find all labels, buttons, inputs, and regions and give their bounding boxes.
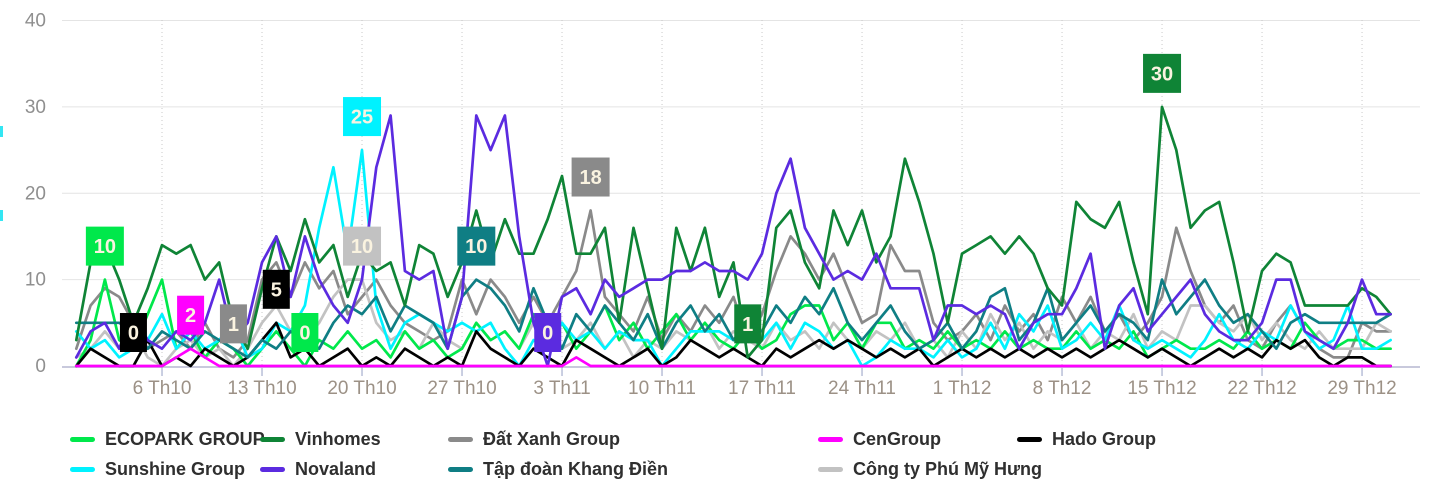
legend-label: Đất Xanh Group xyxy=(483,428,621,449)
data-label-badge xyxy=(85,226,124,266)
y-axis-tick-label: 20 xyxy=(25,183,46,204)
data-label-badge xyxy=(343,97,382,137)
x-axis-tick-label: 17 Th11 xyxy=(728,378,796,399)
x-axis-tick-label: 3 Th11 xyxy=(533,378,590,399)
data-label-badge xyxy=(119,313,147,352)
clipped-left-edge-mark xyxy=(0,210,3,221)
y-axis-tick-label: 10 xyxy=(25,270,46,291)
series-line-vinhomes[interactable] xyxy=(74,105,1392,359)
legend-item-hado-group[interactable]: Hado Group xyxy=(1017,426,1156,452)
legend-label: Tập đoàn Khang Điền xyxy=(483,458,669,479)
legend-swatch xyxy=(260,466,285,472)
data-label-value: 30 xyxy=(1151,63,1173,85)
legend-swatch xyxy=(1017,436,1042,442)
legend-item-novaland[interactable]: Novaland xyxy=(260,456,376,482)
data-label-value: 10 xyxy=(94,236,116,258)
legend-item-đất-xanh-group[interactable]: Đất Xanh Group xyxy=(448,426,620,452)
legend-label: Công ty Phú Mỹ Hưng xyxy=(853,458,1043,479)
legend-swatch xyxy=(70,436,95,442)
data-label-badge xyxy=(734,304,762,344)
x-axis-tick-label: 15 Th12 xyxy=(1127,378,1196,399)
data-label-badge xyxy=(343,226,382,266)
series-line-đất-xanh-group[interactable] xyxy=(74,209,1392,359)
data-label-value: 1 xyxy=(228,314,239,336)
data-label-value: 0 xyxy=(128,323,139,345)
data-label-value: 2 xyxy=(185,305,196,327)
y-axis-tick-label: 30 xyxy=(25,97,46,118)
legend-item-ecopark-group[interactable]: ECOPARK GROUP xyxy=(70,426,265,452)
legend-swatch xyxy=(70,466,95,472)
data-label-badge xyxy=(177,295,205,335)
legend-swatch xyxy=(448,436,473,442)
data-label-value: 0 xyxy=(542,323,553,345)
legend-item-tập-đoàn-khang-điền[interactable]: Tập đoàn Khang Điền xyxy=(448,456,668,482)
data-label-value: 25 xyxy=(351,107,373,129)
data-label-value: 1 xyxy=(742,314,753,336)
legend-item-vinhomes[interactable]: Vinhomes xyxy=(260,426,381,452)
legend-label: Novaland xyxy=(295,458,377,479)
data-label-badge xyxy=(291,313,319,352)
x-axis-tick-label: 22 Th12 xyxy=(1227,378,1296,399)
x-axis-tick-label: 13 Th10 xyxy=(227,378,296,399)
data-label-badge xyxy=(219,304,247,344)
legend-swatch xyxy=(818,466,843,472)
data-label-badge xyxy=(534,313,562,352)
x-axis-tick-label: 6 Th10 xyxy=(133,378,192,399)
x-axis-tick-label: 24 Th11 xyxy=(828,378,896,399)
legend-swatch xyxy=(260,436,285,442)
legend-item-công-ty-phú-mỹ-hưng[interactable]: Công ty Phú Mỹ Hưng xyxy=(818,456,1042,482)
x-axis-tick-label: 27 Th10 xyxy=(427,378,496,399)
x-axis-tick-label: 8 Th12 xyxy=(1033,378,1092,399)
x-axis-tick-label: 29 Th12 xyxy=(1327,378,1396,399)
x-axis-tick-label: 10 Th11 xyxy=(628,378,696,399)
legend-swatch xyxy=(448,466,473,472)
legend-item-cengroup[interactable]: CenGroup xyxy=(818,426,941,452)
data-label-badge xyxy=(571,157,610,197)
legend-label: CenGroup xyxy=(853,428,941,449)
data-label-value: 0 xyxy=(299,323,310,345)
x-axis-tick-label: 20 Th10 xyxy=(327,378,396,399)
legend-label: ECOPARK GROUP xyxy=(105,428,265,449)
data-label-value: 18 xyxy=(579,167,601,189)
clipped-left-edge-mark xyxy=(0,126,3,137)
data-label-badge xyxy=(1143,53,1182,93)
chart-legend: ECOPARK GROUP Vinhomes Đất Xanh Group CenGr… xyxy=(0,420,1431,500)
legend-label: Vinhomes xyxy=(295,428,381,449)
legend-swatch xyxy=(818,436,843,442)
series-line-novaland[interactable] xyxy=(74,114,1392,368)
legend-label: Sunshine Group xyxy=(105,458,246,479)
chart-area: 0 10 20 30 40 6 Th10 13 Th10 20 Th10 27 Th10 3 Th… xyxy=(25,11,1420,399)
legend-item-sunshine-group[interactable]: Sunshine Group xyxy=(70,456,245,482)
data-label-value: 5 xyxy=(271,279,282,301)
y-axis-tick-label: 40 xyxy=(25,11,46,32)
data-label-badge xyxy=(262,269,290,309)
series-line-cengroup[interactable] xyxy=(74,347,1392,368)
series-line-hado-group[interactable] xyxy=(74,321,1392,368)
data-label-value: 10 xyxy=(351,236,373,258)
legend-label: Hado Group xyxy=(1052,428,1156,449)
data-label-value: 10 xyxy=(465,236,487,258)
x-axis-tick-label: 1 Th12 xyxy=(933,378,992,399)
data-label-badge xyxy=(457,226,496,266)
y-axis-tick-label: 0 xyxy=(35,356,46,377)
